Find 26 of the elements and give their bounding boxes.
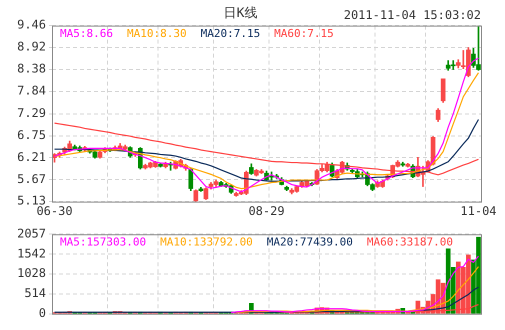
y-tick-label: 514	[24, 286, 46, 300]
x-tick-label: 08-29	[248, 204, 285, 218]
y-tick-label: 7.84	[17, 84, 46, 98]
y-tick-label: 9.46	[17, 18, 46, 32]
y-tick-label: 6.75	[17, 128, 46, 142]
y-tick-label: 7.29	[17, 106, 46, 120]
y-tick-label: 1542	[17, 246, 46, 260]
chart-title: 日K线	[224, 6, 258, 22]
y-tick-label: 8.38	[17, 62, 46, 76]
text: 2011-11-04 15:03:02	[344, 8, 481, 22]
text: MA10:8.30	[126, 26, 187, 40]
text: MA20:77439.00	[266, 236, 353, 249]
y-tick-label: 2057	[17, 226, 46, 240]
y-tick-label: 6.21	[17, 150, 46, 164]
x-tick-label: 11-04	[460, 204, 497, 218]
y-tick-label: 0	[38, 306, 46, 320]
y-tick-label: 1028	[17, 266, 46, 280]
text: MA5:157303.00	[60, 236, 146, 249]
y-tick-label: 5.67	[17, 172, 46, 186]
text: MA10:133792.00	[160, 236, 253, 249]
text: MA5:8.66	[60, 26, 113, 40]
y-tick-label: 8.92	[17, 40, 46, 54]
x-tick-label: 06-30	[36, 204, 73, 218]
text: MA60:7.15	[274, 26, 334, 40]
text: MA60:33187.00	[366, 236, 453, 249]
text: MA20:7.15	[200, 26, 260, 40]
